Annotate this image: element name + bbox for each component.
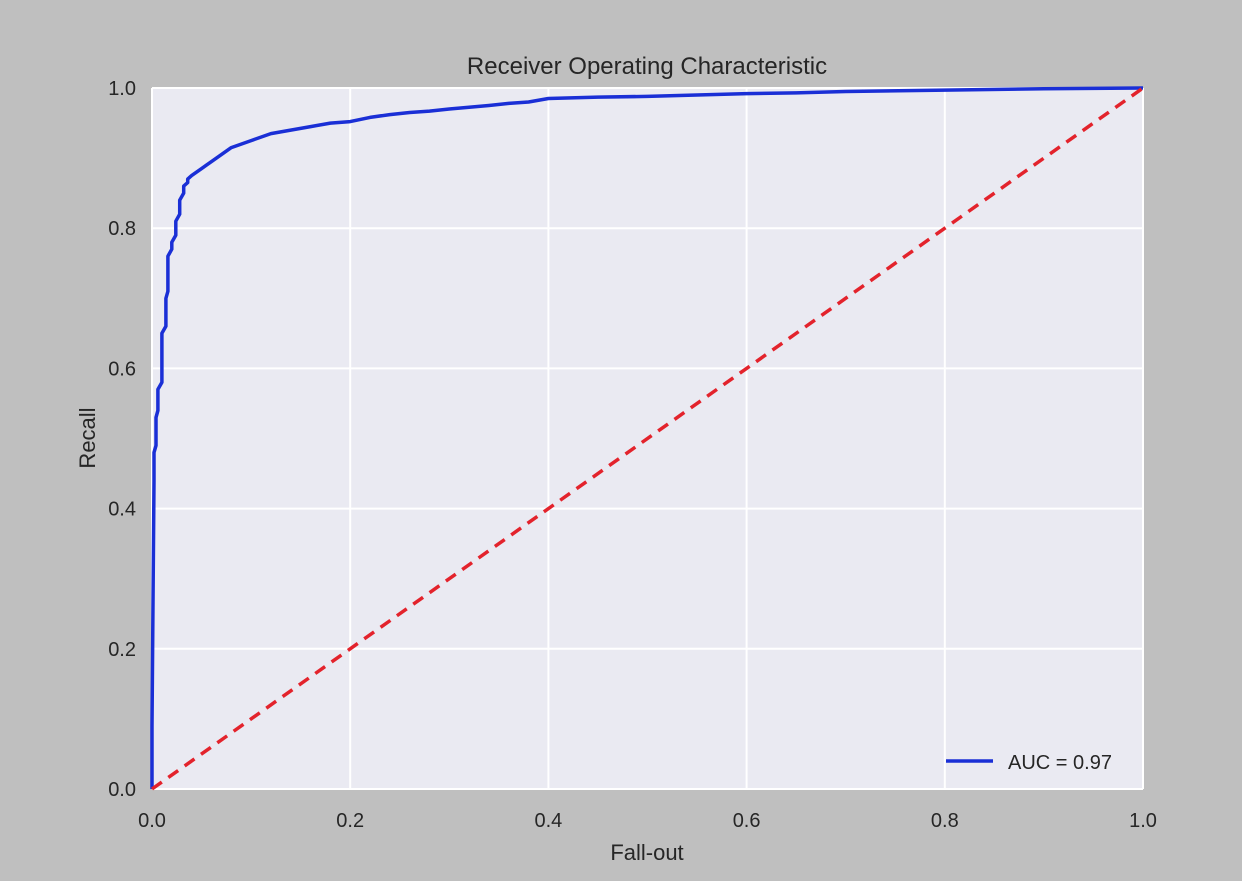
x-tick-label: 0.6 bbox=[733, 810, 761, 832]
x-tick-label: 1.0 bbox=[1129, 810, 1157, 832]
y-tick-label: 0.8 bbox=[108, 218, 136, 240]
y-tick-label: 0.2 bbox=[108, 639, 136, 661]
x-tick-label: 0.2 bbox=[336, 810, 364, 832]
roc-curve bbox=[150, 86, 1144, 789]
y-axis-label: Recall bbox=[75, 407, 100, 468]
legend: AUC = 0.97 bbox=[946, 752, 1112, 774]
y-tick-label: 0.0 bbox=[108, 779, 136, 801]
tick-labels: 0.0 0.2 0.4 0.6 0.8 1.0 0.0 0.2 0.4 0.6 0.8 1.0 bbox=[108, 78, 1157, 832]
legend-label-roc: AUC = 0.97 bbox=[1008, 752, 1112, 774]
series-lines bbox=[150, 86, 1145, 791]
chart-title: Receiver Operating Characteristic bbox=[467, 53, 827, 80]
x-tick-label: 0.8 bbox=[931, 810, 959, 832]
y-tick-label: 0.4 bbox=[108, 499, 136, 521]
x-tick-label: 0.0 bbox=[138, 810, 166, 832]
x-axis-label: Fall-out bbox=[610, 840, 683, 865]
x-tick-label: 0.4 bbox=[534, 810, 562, 832]
grid-lines bbox=[151, 87, 1144, 790]
y-tick-label: 1.0 bbox=[108, 78, 136, 100]
baseline-dashed-line bbox=[150, 86, 1145, 791]
y-tick-label: 0.6 bbox=[108, 358, 136, 380]
